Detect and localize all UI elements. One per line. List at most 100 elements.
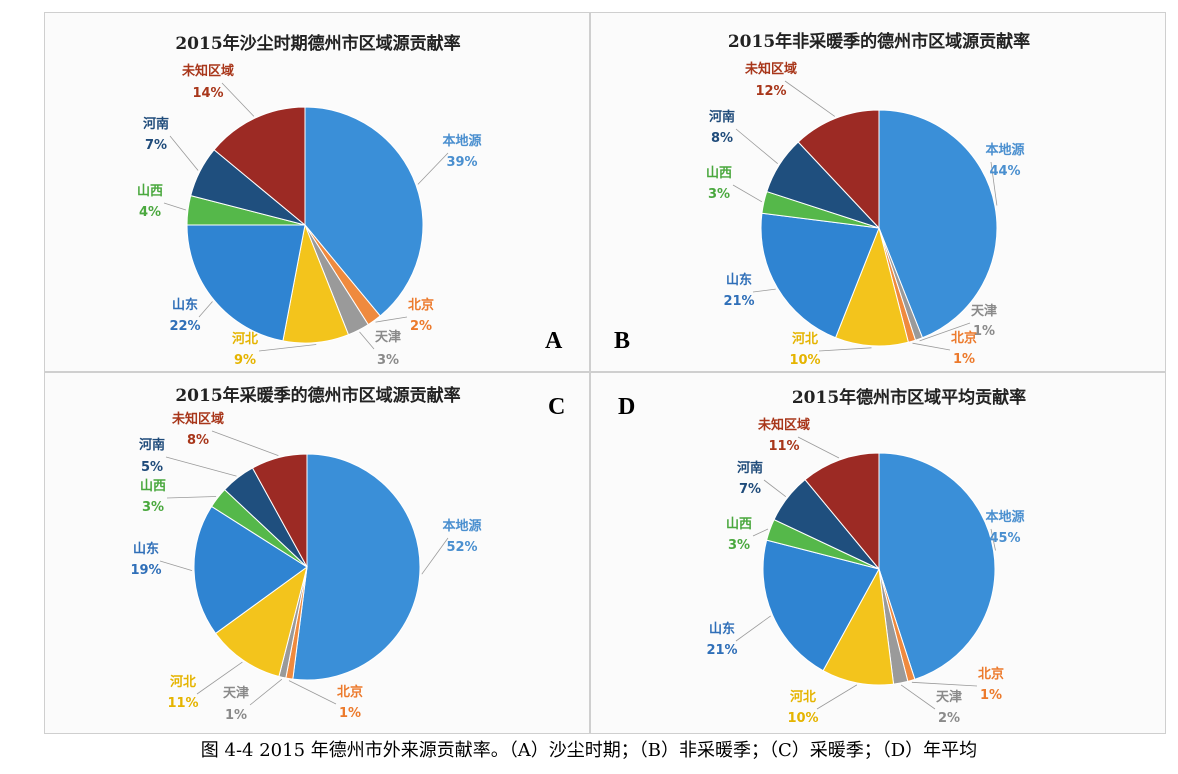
- pie-slice-local: [304, 106, 424, 317]
- leader-line-hebei: [816, 684, 858, 710]
- panel-letter-c: C: [548, 394, 566, 420]
- value-label-henan: 7%: [739, 482, 761, 497]
- pie-slice-local: [292, 453, 421, 681]
- value-label-shandong: 22%: [169, 319, 200, 334]
- value-label-beijing: 2%: [410, 319, 432, 334]
- value-label-beijing: 1%: [953, 352, 975, 367]
- leader-line-unknown: [221, 82, 255, 117]
- category-label-beijing: 北京: [408, 297, 434, 313]
- leader-line-shandong: [752, 288, 776, 293]
- value-label-hebei: 11%: [167, 696, 198, 711]
- leader-line-beijing: [912, 342, 951, 351]
- value-label-tianjin: 1%: [973, 324, 995, 339]
- value-label-local: 45%: [989, 531, 1020, 546]
- pie-chart-b: 2015年非采暖季的德州市区域源贡献率本地源44%天津1%北京1%河北10%山东…: [706, 31, 1030, 368]
- value-label-henan: 5%: [141, 460, 163, 475]
- value-label-unknown: 8%: [187, 433, 209, 448]
- value-label-tianjin: 2%: [938, 711, 960, 726]
- category-label-shanxi: 山西: [140, 478, 166, 494]
- pie-slice-unknown: [251, 453, 308, 568]
- category-label-tianjin: 天津: [375, 329, 401, 345]
- value-label-local: 39%: [446, 155, 477, 170]
- category-label-local: 本地源: [442, 518, 481, 534]
- chart-title: 2015年德州市区域平均贡献率: [792, 387, 1026, 408]
- leader-line-shanxi: [163, 202, 187, 211]
- category-label-shandong: 山东: [709, 621, 735, 637]
- leader-line-hebei: [818, 347, 872, 352]
- leader-line-unknown: [211, 430, 279, 456]
- leader-line-hebei: [196, 661, 243, 695]
- value-label-shandong: 21%: [723, 294, 754, 309]
- category-label-shandong: 山东: [726, 272, 752, 288]
- category-label-henan: 河南: [709, 109, 735, 125]
- category-label-hebei: 河北: [170, 674, 196, 690]
- pie-slice-local: [878, 109, 998, 339]
- category-label-local: 本地源: [442, 133, 481, 149]
- pie-slice-hebei: [822, 567, 895, 686]
- category-label-tianjin: 天津: [971, 303, 997, 319]
- value-label-shanxi: 3%: [708, 187, 730, 202]
- pie-slice-unknown: [797, 109, 880, 230]
- chart-panel-c: 2015年采暖季的德州市区域源贡献率 本地源 52% 北京 1% 天津 1% 河北 11% 山东 1…: [44, 372, 590, 734]
- value-label-unknown: 12%: [755, 84, 786, 99]
- chart-title: 2015年采暖季的德州市区域源贡献率: [175, 385, 460, 406]
- category-label-shanxi: 山西: [726, 516, 752, 532]
- category-label-beijing: 北京: [951, 330, 977, 346]
- value-label-henan: 8%: [711, 131, 733, 146]
- category-label-local: 本地源: [985, 142, 1024, 158]
- pie-slice-shandong: [193, 505, 308, 635]
- category-label-hebei: 河北: [790, 689, 816, 705]
- value-label-hebei: 10%: [789, 353, 820, 368]
- leader-line-beijing: [288, 680, 337, 705]
- value-label-hebei: 10%: [787, 711, 818, 726]
- category-label-shandong: 山东: [133, 541, 159, 557]
- value-label-beijing: 1%: [980, 688, 1002, 703]
- leader-line-tianjin: [359, 331, 375, 350]
- leader-line-shandong: [159, 560, 193, 571]
- category-label-shanxi: 山西: [137, 183, 163, 199]
- panel-letter-d: D: [618, 394, 636, 420]
- category-label-henan: 河南: [143, 116, 169, 132]
- leader-line-local: [417, 152, 449, 185]
- figure-caption: 图 4-4 2015 年德州市外来源贡献率。（A）沙尘时期；（B）非采暖季；（C…: [200, 740, 978, 761]
- category-label-unknown: 未知区域: [757, 417, 810, 433]
- category-label-tianjin: 天津: [223, 685, 249, 701]
- leader-line-local: [990, 161, 998, 206]
- panel-letter-a: A: [545, 328, 563, 354]
- leader-line-beijing: [375, 316, 408, 323]
- chart-panel-d: 2015年德州市区域平均贡献率 本地源 45% 北京 1% 天津 2% 河北 10% 山东 21% 山…: [590, 372, 1166, 734]
- category-label-henan: 河南: [139, 437, 165, 453]
- leader-line-local: [421, 537, 449, 575]
- value-label-shanxi: 3%: [728, 538, 750, 553]
- leader-line-tianjin: [919, 322, 971, 342]
- leader-line-tianjin: [900, 684, 936, 710]
- panel-letter-b: B: [614, 328, 631, 354]
- category-label-beijing: 北京: [337, 684, 363, 700]
- pie-slice-unknown: [213, 106, 306, 227]
- leader-line-tianjin: [249, 678, 283, 706]
- leader-line-shandong: [198, 301, 213, 318]
- leader-line-henan: [735, 128, 778, 165]
- chart-title: 2015年沙尘时期德州市区域源贡献率: [175, 33, 460, 54]
- leader-line-henan: [165, 456, 237, 477]
- leader-line-shandong: [735, 615, 771, 642]
- value-label-shanxi: 3%: [142, 500, 164, 515]
- leader-line-local: [990, 528, 996, 551]
- category-label-shandong: 山东: [172, 297, 198, 313]
- category-label-hebei: 河北: [792, 331, 818, 347]
- value-label-local: 52%: [446, 540, 477, 555]
- value-label-unknown: 11%: [768, 439, 799, 454]
- category-label-henan: 河南: [737, 460, 763, 476]
- value-label-local: 44%: [989, 164, 1020, 179]
- leader-line-henan: [763, 479, 787, 498]
- pie-slice-local: [878, 452, 996, 680]
- value-label-hebei: 9%: [234, 353, 256, 368]
- chart-panel-a: 2015年沙尘时期德州市区域源贡献率 本地源 39% 北京 2% 天津 3% 河北 9% 山东 22…: [44, 12, 590, 372]
- leader-line-shanxi: [732, 184, 763, 203]
- pie-slice-unknown: [804, 452, 880, 571]
- chart-title: 2015年非采暖季的德州市区域源贡献率: [728, 31, 1030, 52]
